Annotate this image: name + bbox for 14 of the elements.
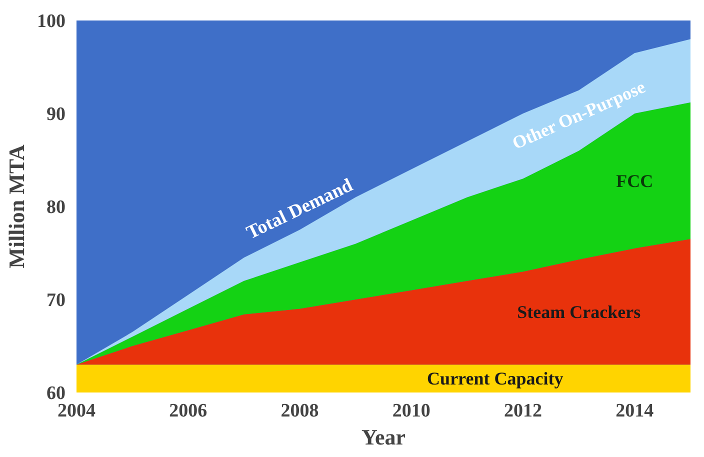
y-tick-label: 90	[46, 104, 66, 125]
x-tick-label: 2008	[280, 400, 319, 422]
series-label: Current Capacity	[427, 368, 564, 389]
y-tick-label: 100	[37, 11, 66, 32]
x-tick-label: 2010	[392, 400, 430, 422]
y-tick-label: 80	[46, 197, 66, 218]
x-tick-label: 2006	[169, 400, 208, 422]
y-tick-label: 70	[46, 290, 66, 311]
series-label: Steam Crackers	[517, 302, 641, 322]
x-tick-label: 2012	[504, 400, 542, 422]
series-label: FCC	[616, 170, 654, 191]
x-axis-title: Year	[362, 424, 406, 450]
y-axis-title: Million MTA	[4, 144, 29, 268]
x-tick-label: 2014	[616, 400, 654, 422]
